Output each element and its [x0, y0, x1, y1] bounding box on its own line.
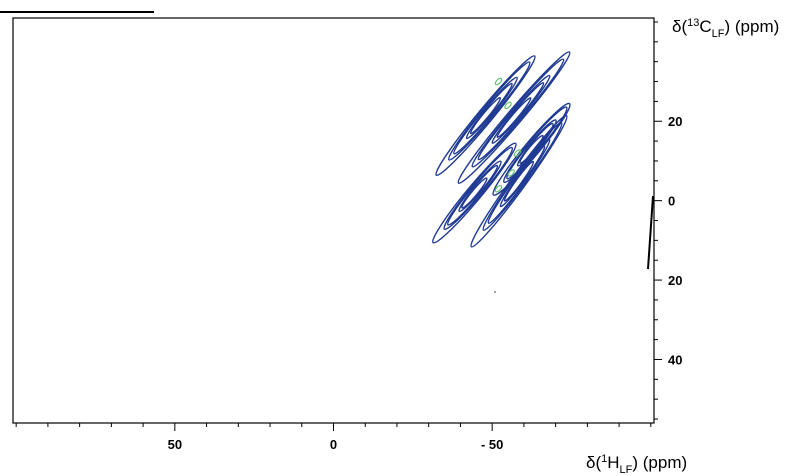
contour-level	[477, 74, 551, 161]
contour-level	[519, 134, 544, 164]
x-axis-ticks: 50 0 - 50	[15, 423, 652, 452]
contour-level	[492, 102, 571, 196]
contour-blob	[494, 185, 503, 193]
contour-blob	[507, 169, 515, 177]
contour-level	[503, 160, 535, 202]
contour-level	[435, 55, 536, 177]
contour-blob	[494, 77, 503, 86]
stray-dot	[494, 291, 496, 293]
contour-level	[503, 106, 568, 184]
reference-stroke	[647, 195, 654, 270]
x-tick-label: - 50	[481, 437, 503, 452]
y-tick-label: 20	[668, 114, 682, 129]
contour-ridge	[492, 102, 571, 196]
x-tick-label: 50	[168, 437, 182, 452]
contour-level	[448, 61, 531, 161]
contour-level	[496, 97, 532, 139]
contour-blob	[504, 101, 512, 110]
contour-ridge	[435, 55, 536, 177]
y-axis-title: δ(13CLF) (ppm)	[672, 17, 779, 40]
contour-level	[469, 96, 502, 135]
contour-layer	[432, 51, 571, 248]
contour-level	[443, 146, 514, 231]
y-tick-label: 40	[668, 352, 682, 367]
contour-ridge	[432, 142, 517, 244]
contour-blob	[513, 149, 522, 157]
contour-level	[516, 122, 554, 167]
contour-level	[491, 82, 545, 144]
x-axis-title: δ(1HLF) (ppm)	[586, 453, 687, 476]
contour-level	[458, 164, 499, 213]
contour-level	[457, 51, 571, 184]
y-tick-label: 20	[668, 273, 682, 288]
contour-level	[465, 82, 513, 140]
plot-frame	[12, 17, 655, 424]
x-tick-label: 0	[330, 437, 337, 452]
contour-ridge	[457, 51, 571, 184]
y-tick-label: 0	[668, 194, 675, 209]
y-axis-ticks: 20 0 20 40	[654, 21, 682, 420]
contour-level	[471, 58, 565, 168]
contour-level	[447, 160, 502, 226]
contour-level	[506, 119, 557, 180]
contour-level	[453, 76, 518, 155]
contour-level	[461, 177, 488, 209]
contour-level	[432, 142, 517, 244]
header-underline	[0, 11, 154, 13]
